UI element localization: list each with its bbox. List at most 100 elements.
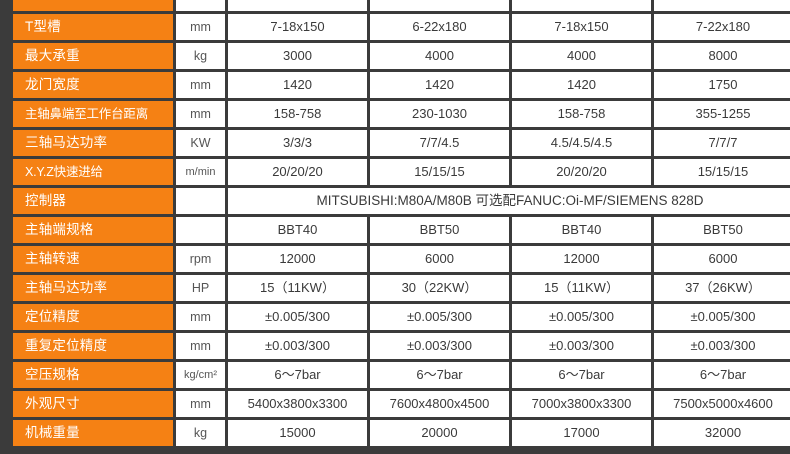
row-value-col4: 6～7bar	[654, 362, 790, 388]
row-value-col1: 6～7bar	[228, 362, 367, 388]
row-unit	[176, 0, 225, 11]
row-value-col4: 15/15/15	[654, 159, 790, 185]
row-value-col3: 17000	[512, 420, 651, 446]
row-value-col1: 12000	[228, 246, 367, 272]
row-label: 空压规格	[13, 362, 173, 388]
row-value-col3: 7000x3800x3300	[512, 391, 651, 417]
table-row: 主轴端规格 BBT40 BBT50 BBT40 BBT50	[13, 217, 790, 243]
row-value-col4: ±0.003/300	[654, 333, 790, 359]
row-value-col1: 1420	[228, 72, 367, 98]
row-label	[13, 0, 173, 11]
row-unit: mm	[176, 391, 225, 417]
row-value-col1: 3000	[228, 43, 367, 69]
table-row: 主轴转速 rpm 12000 6000 12000 6000	[13, 246, 790, 272]
table-row	[13, 0, 790, 11]
row-value-col3: 158-758	[512, 101, 651, 127]
row-unit: m/min	[176, 159, 225, 185]
row-unit: mm	[176, 72, 225, 98]
table-row: 机械重量 kg 15000 20000 17000 32000	[13, 420, 790, 446]
row-value-col2: 4000	[370, 43, 509, 69]
table-row: 龙门宽度 mm 1420 1420 1420 1750	[13, 72, 790, 98]
row-value-col4: 7/7/7	[654, 130, 790, 156]
table-row: 三轴马达功率 KW 3/3/3 7/7/4.5 4.5/4.5/4.5 7/7/7	[13, 130, 790, 156]
row-label: 主轴鼻端至工作台距离	[13, 101, 173, 127]
row-value-col1: 158-758	[228, 101, 367, 127]
row-unit: kg/cm²	[176, 362, 225, 388]
row-value-col2	[370, 0, 509, 11]
row-value-col1: 7-18x150	[228, 14, 367, 40]
row-unit: mm	[176, 14, 225, 40]
row-value-col2: ±0.003/300	[370, 333, 509, 359]
row-value-col4: BBT50	[654, 217, 790, 243]
row-label: 重复定位精度	[13, 333, 173, 359]
row-value-col4: 6000	[654, 246, 790, 272]
row-label: 主轴转速	[13, 246, 173, 272]
table-row: T型槽 mm 7-18x150 6-22x180 7-18x150 7-22x180	[13, 14, 790, 40]
row-value-col1	[228, 0, 367, 11]
row-label: 三轴马达功率	[13, 130, 173, 156]
specification-table: T型槽 mm 7-18x150 6-22x180 7-18x150 7-22x180 最大承…	[10, 0, 790, 449]
row-value-merged: MITSUBISHI:M80A/M80B 可选配FANUC:Oi-MF/SIEM…	[228, 188, 790, 214]
row-value-col3: 1420	[512, 72, 651, 98]
row-value-col3: 15（11KW）	[512, 275, 651, 301]
row-value-col1: 15（11KW）	[228, 275, 367, 301]
row-unit: mm	[176, 304, 225, 330]
row-unit: KW	[176, 130, 225, 156]
row-value-col1: 15000	[228, 420, 367, 446]
row-value-col4: 8000	[654, 43, 790, 69]
row-value-col4: 7500x5000x4600	[654, 391, 790, 417]
row-value-col1: ±0.005/300	[228, 304, 367, 330]
table-row: 空压规格 kg/cm² 6～7bar 6～7bar 6～7bar 6～7bar	[13, 362, 790, 388]
row-label: 控制器	[13, 188, 173, 214]
row-value-col2: 6-22x180	[370, 14, 509, 40]
row-value-col2: 6000	[370, 246, 509, 272]
row-value-col1: 3/3/3	[228, 130, 367, 156]
row-value-col2: 7/7/4.5	[370, 130, 509, 156]
row-value-col2: 7600x4800x4500	[370, 391, 509, 417]
table-row: 定位精度 mm ±0.005/300 ±0.005/300 ±0.005/300 ±0.0…	[13, 304, 790, 330]
row-label: 机械重量	[13, 420, 173, 446]
table-row: 主轴马达功率 HP 15（11KW） 30（22KW） 15（11KW） 37（26KW）	[13, 275, 790, 301]
row-unit: rpm	[176, 246, 225, 272]
row-value-col2: 15/15/15	[370, 159, 509, 185]
row-unit: kg	[176, 43, 225, 69]
table-body: T型槽 mm 7-18x150 6-22x180 7-18x150 7-22x180 最大承…	[13, 0, 790, 446]
row-value-col3: 7-18x150	[512, 14, 651, 40]
row-value-col1: ±0.003/300	[228, 333, 367, 359]
table-row: X.Y.Z快速进给 m/min 20/20/20 15/15/15 20/20/20 15…	[13, 159, 790, 185]
row-unit: HP	[176, 275, 225, 301]
row-value-col2: ±0.005/300	[370, 304, 509, 330]
row-label: 外观尺寸	[13, 391, 173, 417]
row-value-col2: 20000	[370, 420, 509, 446]
row-value-col4: 355-1255	[654, 101, 790, 127]
row-unit: mm	[176, 101, 225, 127]
row-value-col3: 4000	[512, 43, 651, 69]
row-value-col1: BBT40	[228, 217, 367, 243]
row-value-col1: 20/20/20	[228, 159, 367, 185]
row-unit	[176, 188, 225, 214]
row-value-col3: 12000	[512, 246, 651, 272]
table-row: 控制器 MITSUBISHI:M80A/M80B 可选配FANUC:Oi-MF/S…	[13, 188, 790, 214]
row-unit: mm	[176, 333, 225, 359]
row-unit: kg	[176, 420, 225, 446]
row-label: 主轴端规格	[13, 217, 173, 243]
row-value-col2: 230-1030	[370, 101, 509, 127]
row-label: X.Y.Z快速进给	[13, 159, 173, 185]
row-value-col4: ±0.005/300	[654, 304, 790, 330]
row-value-col3: ±0.003/300	[512, 333, 651, 359]
row-value-col4	[654, 0, 790, 11]
row-label: 定位精度	[13, 304, 173, 330]
row-label: 主轴马达功率	[13, 275, 173, 301]
row-value-col3	[512, 0, 651, 11]
row-value-col3: 20/20/20	[512, 159, 651, 185]
row-value-col3: ±0.005/300	[512, 304, 651, 330]
row-value-col2: 1420	[370, 72, 509, 98]
table-row: 外观尺寸 mm 5400x3800x3300 7600x4800x4500 7000x3…	[13, 391, 790, 417]
table-row: 重复定位精度 mm ±0.003/300 ±0.003/300 ±0.003/300 ±0…	[13, 333, 790, 359]
row-value-col4: 7-22x180	[654, 14, 790, 40]
row-value-col3: 4.5/4.5/4.5	[512, 130, 651, 156]
row-unit	[176, 217, 225, 243]
row-label: 龙门宽度	[13, 72, 173, 98]
row-value-col3: 6～7bar	[512, 362, 651, 388]
